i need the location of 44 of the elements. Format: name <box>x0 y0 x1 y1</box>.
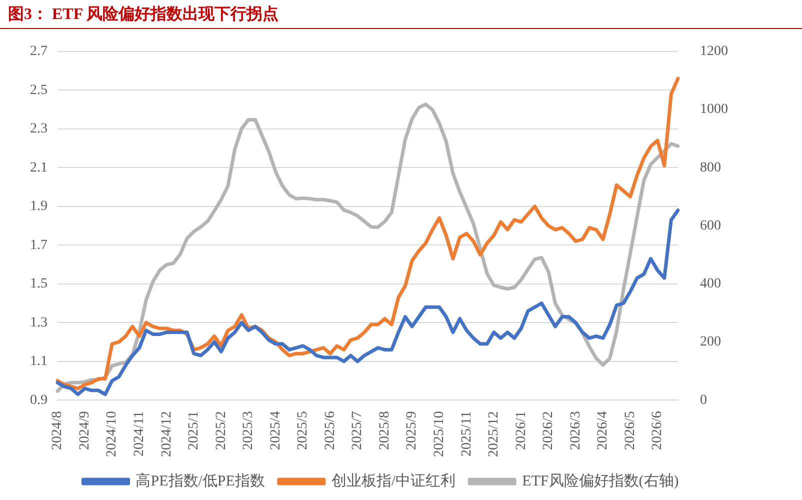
y2-tick-label: 1000 <box>700 102 728 118</box>
y2-tick-label: 0 <box>700 392 707 408</box>
y-tick-label: 1.9 <box>30 199 48 214</box>
y-tick-label: 2.1 <box>30 160 48 176</box>
y2-tick-label: 200 <box>700 334 721 350</box>
y2-tick-label: 800 <box>700 160 721 176</box>
x-tick-label: 2025/6 <box>322 411 338 450</box>
x-tick-label: 2024/11 <box>132 411 147 456</box>
x-tick-label: 2025/2 <box>214 411 229 450</box>
y-tick-label: 2.7 <box>30 44 48 60</box>
x-tick-label: 2025/11 <box>459 411 474 456</box>
y-tick-label: 1.1 <box>30 354 48 370</box>
y2-tick-label: 600 <box>700 218 721 234</box>
legend-label: 高PE指数/低PE指数 <box>136 472 265 490</box>
y-tick-label: 2.3 <box>30 122 48 137</box>
x-tick-label: 2026/2 <box>541 411 556 450</box>
x-tick-label: 2025/5 <box>296 411 311 450</box>
x-tick-label: 2025/1 <box>186 411 202 450</box>
x-tick-label: 2024/8 <box>50 411 66 450</box>
x-tick-label: 2025/3 <box>241 411 256 450</box>
x-tick-label: 2024/10 <box>104 411 120 457</box>
x-tick-label: 2025/8 <box>377 411 392 450</box>
x-tick-label: 2026/6 <box>650 411 666 450</box>
y-tick-label: 1.3 <box>30 315 48 330</box>
x-tick-label: 2026/5 <box>622 411 638 450</box>
y2-tick-label: 400 <box>700 276 721 292</box>
x-tick-label: 2024/12 <box>159 411 174 457</box>
y2-tick-label: 1200 <box>700 44 728 60</box>
legend-label: ETF风险偏好指数(右轴) <box>522 472 679 490</box>
chart-title: 图3： ETF 风险偏好指数出现下行拐点 <box>0 0 802 29</box>
x-tick-label: 2024/9 <box>77 411 92 450</box>
x-tick-label: 2026/4 <box>596 411 611 450</box>
x-tick-label: 2025/4 <box>268 411 284 450</box>
x-tick-label: 2026/1 <box>514 411 529 450</box>
x-tick-label: 2025/10 <box>432 411 448 457</box>
y-tick-label: 1.5 <box>30 276 48 292</box>
y-tick-label: 2.5 <box>30 82 48 98</box>
y-tick-label: 0.9 <box>30 392 48 408</box>
x-tick-label: 2025/9 <box>404 411 420 450</box>
x-tick-label: 2025/12 <box>486 411 502 457</box>
x-tick-label: 2026/3 <box>568 411 584 450</box>
x-tick-label: 2025/7 <box>350 411 366 450</box>
legend-label: 创业板指/中证红利 <box>331 472 456 490</box>
y-tick-label: 1.7 <box>30 238 48 253</box>
